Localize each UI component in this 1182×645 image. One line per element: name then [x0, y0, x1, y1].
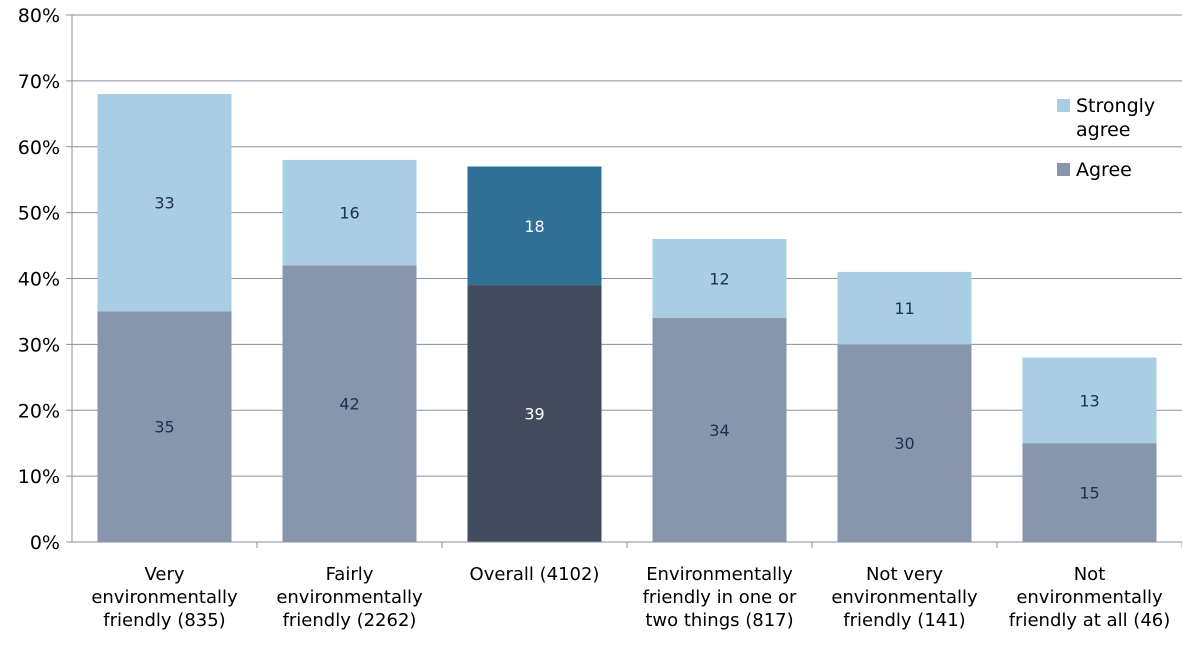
- y-tick-label: 20%: [18, 400, 60, 422]
- legend: Strongly agree Agree: [1057, 95, 1155, 181]
- data-label-strongly-agree: 13: [1079, 391, 1099, 410]
- x-axis: Very environmentally friendly (835) Fairly e…: [72, 541, 1182, 631]
- data-label-agree: 39: [524, 405, 544, 424]
- bar-agree: [652, 318, 787, 542]
- y-tick-label: 50%: [18, 203, 60, 225]
- bar-strongly-agree: [837, 271, 972, 345]
- bar-agree: [97, 311, 232, 542]
- bars: 35 33 42 16 39 18 34 12 30 11 15 13: [97, 94, 1157, 542]
- bar-agree: [282, 265, 417, 542]
- data-label-strongly-agree: 33: [154, 194, 174, 213]
- data-label-strongly-agree: 12: [709, 270, 729, 289]
- x-tick-label: Not environmentally friendly at all (46): [1009, 564, 1171, 631]
- data-label-strongly-agree: 18: [524, 217, 544, 236]
- data-label-strongly-agree: 16: [339, 204, 359, 223]
- x-tick-label: Very environmentally friendly (835): [91, 564, 238, 631]
- data-label-agree: 35: [154, 418, 174, 437]
- y-tick-label: 60%: [18, 137, 60, 159]
- bar-agree: [837, 344, 972, 542]
- x-tick-label: Environmentally friendly in one or two thi…: [643, 564, 797, 631]
- y-tick-label: 0%: [30, 532, 60, 554]
- data-label-strongly-agree: 11: [894, 299, 914, 318]
- data-label-agree: 34: [709, 421, 729, 440]
- data-label-agree: 42: [339, 395, 359, 414]
- legend-label: Strongly agree: [1076, 95, 1155, 141]
- legend-label: Agree: [1076, 159, 1132, 181]
- y-tick-label: 30%: [18, 334, 60, 356]
- x-tick-label: Overall (4102): [470, 564, 600, 585]
- bar-agree: [467, 285, 602, 542]
- x-tick-label: Fairly environmentally friendly (2262): [276, 564, 423, 631]
- bar-strongly-agree: [1022, 357, 1157, 444]
- y-tick-label: 70%: [18, 71, 60, 93]
- bar-strongly-agree: [282, 159, 417, 266]
- x-tick-label: Not very environmentally friendly (141): [831, 564, 978, 631]
- data-label-agree: 15: [1079, 484, 1099, 503]
- legend-swatch: [1057, 99, 1070, 112]
- bar-agree: [1022, 443, 1157, 542]
- data-label-agree: 30: [894, 434, 914, 453]
- y-tick-label: 80%: [18, 5, 60, 27]
- bar-strongly-agree: [97, 94, 232, 312]
- y-tick-label: 10%: [18, 466, 60, 488]
- bar-strongly-agree: [652, 238, 787, 319]
- y-axis: 0% 10% 20% 30% 40% 50% 60% 70% 80%: [18, 5, 73, 554]
- y-tick-label: 40%: [18, 269, 60, 291]
- gridlines: [72, 14, 1182, 477]
- bar-strongly-agree: [467, 166, 602, 286]
- legend-swatch: [1057, 163, 1070, 176]
